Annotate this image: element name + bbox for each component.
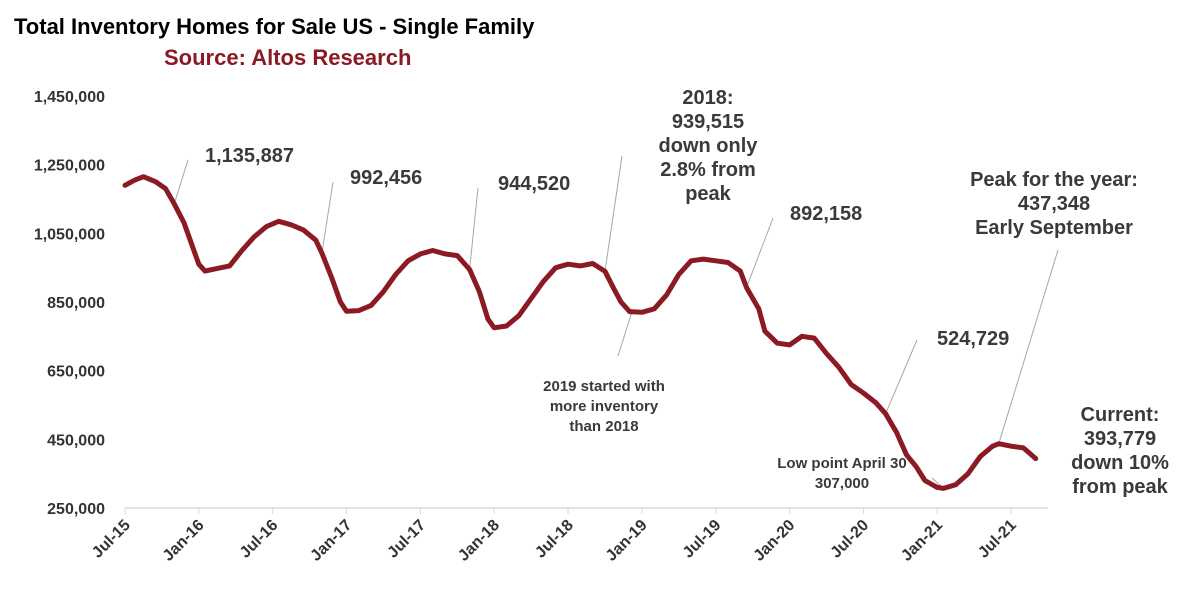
x-tick-label: Jan-20 — [751, 517, 799, 565]
leader-line-a2020 — [886, 340, 917, 414]
series-line-total-inventory — [125, 177, 1036, 489]
x-tick-label: Jul-19 — [680, 517, 725, 562]
chart-title: Total Inventory Homes for Sale US - Sing… — [14, 14, 534, 40]
leader-line-a2019 — [746, 218, 773, 288]
annotation-a2015: 1,135,887 — [205, 145, 294, 167]
annotation-acurrent: Current: 393,779 down 10% from peak — [1071, 404, 1169, 498]
y-axis-tick-labels: 250,000 450,000 650,000 850,000 1,050,000 1,2… — [34, 89, 105, 518]
leader-line-a2017 — [470, 188, 478, 270]
annotation-alow: Low point April 30 307,000 — [777, 455, 906, 492]
leader-line-a2016 — [322, 182, 333, 253]
y-tick-label: 850,000 — [47, 295, 105, 312]
y-tick-label: 1,250,000 — [34, 158, 105, 175]
y-tick-label: 450,000 — [47, 432, 105, 449]
x-tick-label: Jul-16 — [237, 517, 282, 562]
x-axis-tick-labels: Jul-15 Jan-16 Jul-16 Jan-17 Jul-17 Jan-18 Jul-… — [89, 508, 1020, 565]
leader-line-a2015 — [174, 160, 188, 204]
series-layer — [125, 177, 1036, 489]
leader-line-a2019start — [618, 312, 632, 356]
x-tick-label: Jul-18 — [532, 517, 577, 562]
y-tick-label: 650,000 — [47, 364, 105, 381]
annotation-a2019: 892,158 — [790, 203, 862, 225]
inventory-line-chart: 250,000 450,000 650,000 850,000 1,050,000 1,2… — [0, 0, 1200, 606]
chart-subtitle: Source: Altos Research — [164, 45, 411, 71]
annotation-leader-lines — [174, 156, 1058, 488]
annotation-a2017: 944,520 — [498, 173, 570, 195]
x-tick-label: Jul-15 — [89, 517, 134, 562]
x-tick-label: Jan-17 — [307, 517, 355, 565]
leader-line-a2018 — [605, 156, 622, 271]
y-tick-label: 250,000 — [47, 501, 105, 518]
x-tick-label: Jul-21 — [975, 517, 1020, 562]
annotation-apeak: Peak for the year: 437,348 Early September — [970, 169, 1138, 239]
annotation-a2019start: 2019 started with more inventory than 2018 — [543, 378, 665, 435]
x-tick-label: Jul-17 — [384, 517, 429, 562]
y-tick-label: 1,050,000 — [34, 226, 105, 243]
x-tick-label: Jan-16 — [160, 517, 208, 565]
annotation-a2018: 2018: 939,515 down only 2.8% from peak — [659, 87, 759, 205]
annotation-a2020: 524,729 — [937, 328, 1009, 350]
x-tick-label: Jan-18 — [455, 517, 503, 565]
x-tick-label: Jan-21 — [898, 517, 946, 565]
x-tick-label: Jan-19 — [603, 517, 651, 565]
annotation-a2016: 992,456 — [350, 167, 422, 189]
annotations: 1,135,887 992,456 944,520 2018: 939,515 down … — [205, 87, 1169, 498]
y-tick-label: 1,450,000 — [34, 89, 105, 106]
x-tick-label: Jul-20 — [828, 517, 873, 562]
